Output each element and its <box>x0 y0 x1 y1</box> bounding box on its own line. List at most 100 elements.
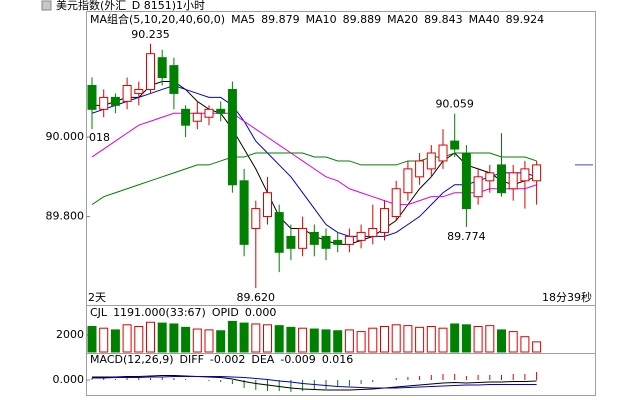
candle-body <box>321 235 331 249</box>
volume-bar <box>403 325 413 353</box>
candle-body <box>333 239 343 245</box>
candle-body <box>520 168 530 182</box>
candle-body <box>415 160 425 178</box>
candle-body <box>146 53 155 90</box>
volume-bar <box>415 326 425 353</box>
candle-body <box>461 152 471 210</box>
candle-body <box>298 227 308 249</box>
volume-bar <box>122 324 132 353</box>
price-annotation: 89.620 <box>237 291 276 304</box>
legend-text: DIFF <box>180 353 204 366</box>
price-annotation: 90.235 <box>131 28 170 41</box>
candle-body <box>87 84 97 110</box>
candle-body <box>309 231 319 245</box>
volume-bar <box>461 324 471 353</box>
volume-bar <box>508 331 518 353</box>
candle-body <box>450 140 460 150</box>
volume-bar <box>520 336 530 353</box>
volume-bar <box>380 326 389 353</box>
x-end-label: 18分39秒 <box>542 290 592 304</box>
volume-bar <box>274 325 284 353</box>
legend-text: 89.889 <box>343 13 382 26</box>
volume-bar <box>192 328 202 353</box>
volume-bar <box>239 322 249 353</box>
candle-body <box>356 231 366 241</box>
candle-body <box>344 235 354 245</box>
volume-bar <box>146 321 155 353</box>
candle-body <box>438 144 448 162</box>
candle-body <box>368 227 378 237</box>
volume-bar <box>485 325 495 353</box>
volume-bar <box>134 326 144 353</box>
x-start-label: 2天 <box>88 291 106 304</box>
y-tick-label: 90.000 <box>46 130 85 143</box>
candle-body <box>485 172 495 182</box>
candle-body <box>99 96 109 110</box>
candle-body <box>380 208 389 233</box>
volume-bar <box>204 329 214 353</box>
legend-text: 0.016 <box>322 353 354 366</box>
volume-bar <box>426 326 436 353</box>
indicator-line <box>92 375 537 391</box>
legend-text: MA组合(5,10,20,40,60,0) <box>90 12 225 26</box>
candle-body <box>216 108 226 114</box>
volume-bar <box>356 331 366 353</box>
legend-text: CJL <box>90 306 108 319</box>
volume-bar <box>497 329 506 353</box>
legend-text: -0.002 <box>210 353 245 366</box>
legend-text: MA10 <box>306 13 337 26</box>
candle-body <box>508 172 518 190</box>
volume-bar <box>344 329 354 353</box>
candle-body <box>239 180 249 245</box>
volume-bar <box>368 327 378 353</box>
volume-bar <box>309 328 319 353</box>
candle-body <box>263 192 272 218</box>
candle-body <box>426 152 436 170</box>
candle-body <box>134 88 144 94</box>
candle-body <box>403 168 413 194</box>
volume-bar <box>99 327 109 353</box>
candle-body <box>181 108 191 126</box>
candle-body <box>497 164 506 194</box>
y-tick-label: 2000 <box>56 328 84 341</box>
volume-bar <box>532 341 542 353</box>
candle-body <box>532 164 542 182</box>
macd-panel <box>86 353 596 396</box>
volume-bar <box>263 324 272 353</box>
legend-text: MA20 <box>387 13 418 26</box>
y-tick-label: 0.000 <box>53 373 85 386</box>
y-tick-label: 89.800 <box>46 210 85 223</box>
legend-text: OPID <box>212 306 239 319</box>
legend-text: MA40 <box>469 13 500 26</box>
candle-body <box>122 84 132 102</box>
volume-bar <box>110 329 120 353</box>
volume-bar <box>286 326 296 353</box>
candle-body <box>391 188 401 218</box>
edge-label: 018 <box>89 131 110 144</box>
legend-text: MACD(12,26,9) <box>90 353 174 366</box>
legend-text: 89.879 <box>261 13 300 26</box>
volume-bar <box>438 327 448 353</box>
indicator-line <box>92 376 537 389</box>
legend-text: 89.843 <box>424 13 463 26</box>
candle-body <box>157 57 167 79</box>
price-annotation: 90.059 <box>435 98 474 111</box>
candle-body <box>473 176 483 198</box>
candle-body <box>110 96 120 106</box>
candle-body <box>286 235 296 249</box>
title-icon <box>41 0 52 11</box>
candle-body <box>227 88 237 186</box>
volume-bar <box>473 326 483 353</box>
legend-text: 89.924 <box>506 13 545 26</box>
volume-bar <box>216 330 226 353</box>
volume-bar <box>157 322 167 353</box>
legend-text: 0.000 <box>245 306 277 319</box>
volume-bar <box>333 330 343 353</box>
volume-bar <box>251 323 261 353</box>
candle-body <box>192 112 202 122</box>
volume-bar <box>450 323 460 353</box>
volume-bar <box>321 329 331 353</box>
legend-text: -0.009 <box>280 353 315 366</box>
volume-bar <box>87 326 97 353</box>
